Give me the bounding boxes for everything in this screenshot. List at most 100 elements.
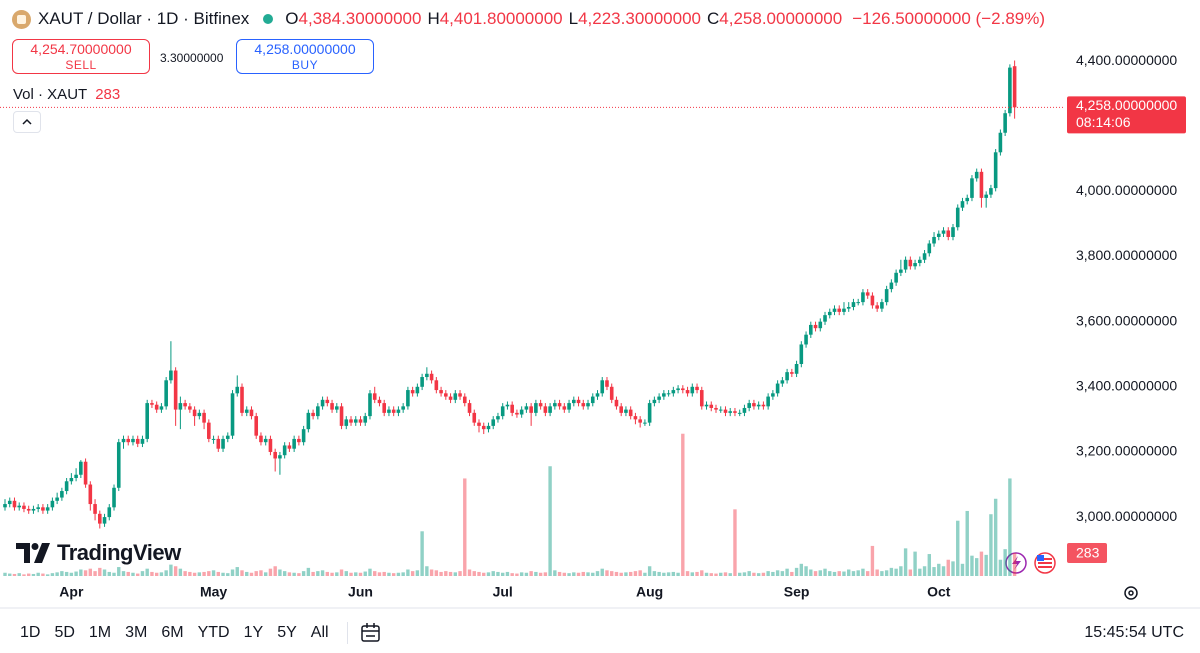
volume-bar xyxy=(344,571,348,576)
volume-bar xyxy=(159,572,164,576)
volume-bar xyxy=(264,572,268,576)
candle-body xyxy=(126,438,131,443)
buy-button[interactable]: 4,258.00000000 BUY xyxy=(236,39,374,74)
volume-bar xyxy=(704,572,709,576)
brand-logo xyxy=(16,543,50,563)
volume-bar xyxy=(420,531,424,576)
volume-bar xyxy=(477,571,481,576)
candle-body xyxy=(899,269,903,273)
range-button[interactable]: 5D xyxy=(54,623,75,641)
candle-body xyxy=(974,171,979,179)
range-button[interactable]: 1D xyxy=(20,623,41,641)
brand: TradingView xyxy=(16,540,181,566)
candle-body xyxy=(671,390,676,394)
range-button[interactable]: 3M xyxy=(125,623,148,641)
toolbar-separator xyxy=(346,621,348,644)
candle-body xyxy=(74,474,78,479)
candle-body xyxy=(894,272,898,283)
symbol-name[interactable]: XAUT / Dollar · 1D · Bitfinex xyxy=(38,9,250,28)
volume-bar xyxy=(553,570,557,576)
volume-bar xyxy=(719,572,723,576)
candle-body xyxy=(913,263,917,267)
candle-body xyxy=(586,403,590,407)
volume-bar xyxy=(254,571,258,576)
volume-bar xyxy=(922,566,927,576)
calendar-frame xyxy=(360,624,380,642)
volume-bar xyxy=(102,569,107,576)
candle-body xyxy=(382,403,386,413)
candle-body xyxy=(832,308,837,312)
range-button[interactable]: 6M xyxy=(161,623,184,641)
candle-body xyxy=(458,393,462,397)
candle-body xyxy=(809,324,813,335)
candle-body xyxy=(325,399,330,404)
event-icons[interactable] xyxy=(1005,552,1056,574)
candle-body xyxy=(647,403,652,423)
y-tick-label: 4,000.00000000 xyxy=(1076,182,1177,198)
candle-body xyxy=(955,207,960,228)
candle-body xyxy=(311,412,315,417)
volume-bar xyxy=(884,570,889,576)
volume-legend: Vol · XAUT 283 xyxy=(13,86,120,103)
range-button[interactable]: YTD xyxy=(197,623,230,641)
volume-bar xyxy=(439,571,443,576)
volume-bar xyxy=(434,570,439,576)
volume-bar xyxy=(415,570,420,576)
volume-bar xyxy=(382,571,386,576)
market-status xyxy=(263,14,274,24)
brand-t xyxy=(16,543,30,563)
candle-body xyxy=(60,491,64,498)
volume-bar xyxy=(946,559,950,576)
volume-bar xyxy=(548,466,552,576)
volume-bar xyxy=(98,567,102,576)
clock[interactable]: 15:45:54 UTC xyxy=(1084,623,1184,641)
date-range-icon[interactable] xyxy=(360,622,382,644)
candle-body xyxy=(216,438,221,449)
candle-body xyxy=(259,435,263,443)
sell-button[interactable]: 4,254.70000000 SELL xyxy=(12,39,150,74)
y-tick-label: 3,000.00000000 xyxy=(1076,508,1177,524)
chevron xyxy=(22,118,32,125)
volume-bar xyxy=(557,571,562,576)
volume-bar xyxy=(259,570,263,576)
candle-body xyxy=(316,406,320,417)
volume-bar xyxy=(164,570,168,576)
candle-body xyxy=(534,403,538,413)
volume-bar xyxy=(173,566,178,576)
candle-body xyxy=(790,372,794,374)
volume-bar xyxy=(472,571,476,576)
volume-bar xyxy=(192,572,197,576)
range-button[interactable]: 1M xyxy=(88,623,112,641)
range-button[interactable]: 5Y xyxy=(277,623,297,641)
volume-bar xyxy=(226,573,230,576)
volume-bar xyxy=(690,572,694,576)
candle-body xyxy=(26,508,31,511)
volume-bar xyxy=(818,570,822,576)
candle-body xyxy=(93,504,97,514)
volume-bar xyxy=(903,548,908,576)
candle-body xyxy=(102,517,107,524)
volume-bar xyxy=(780,571,785,576)
candle-body xyxy=(500,406,505,417)
candle-body xyxy=(524,406,529,410)
volume-bar xyxy=(249,572,254,576)
volume-bar xyxy=(775,570,780,576)
gear-icon[interactable] xyxy=(1124,586,1138,600)
range-button[interactable]: All xyxy=(310,623,329,641)
volume-bar xyxy=(842,571,846,576)
volume-bar xyxy=(486,572,491,576)
volume-bar xyxy=(410,571,415,576)
volume-bar xyxy=(207,571,211,576)
range-button[interactable]: 1Y xyxy=(243,623,264,641)
volume-bar xyxy=(529,571,533,576)
volume-bar xyxy=(467,569,472,576)
collapse-button[interactable] xyxy=(13,111,41,133)
volume-bar xyxy=(8,573,12,576)
x-tick-label: May xyxy=(200,584,227,600)
candle-body xyxy=(55,497,59,501)
candle-body xyxy=(737,412,742,414)
volume-bar xyxy=(202,571,206,576)
volume-bar xyxy=(107,571,111,576)
candle-body xyxy=(823,315,827,322)
candle-body xyxy=(861,292,865,303)
